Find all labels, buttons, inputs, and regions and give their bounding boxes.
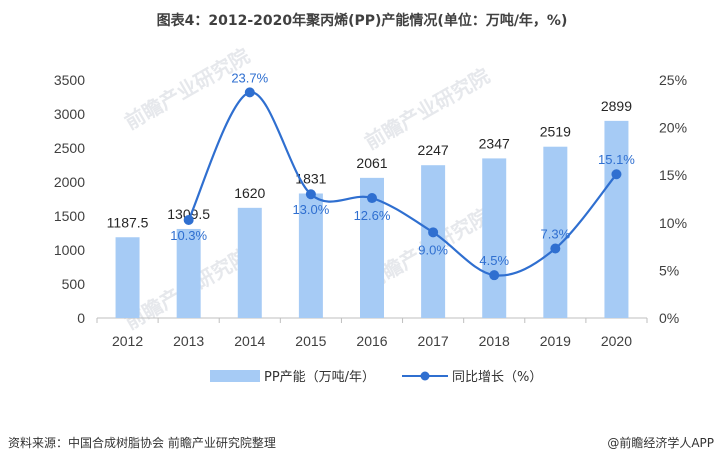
bar-data-label: 1187.5: [107, 214, 149, 230]
x-tick-label: 2012: [112, 333, 143, 349]
x-tick-label: 2014: [234, 333, 265, 349]
bar-data-label: 1620: [234, 185, 265, 201]
y-left-tick-label: 1000: [54, 242, 85, 258]
y-left-tick-label: 3500: [54, 72, 85, 88]
y-right-tick-label: 0%: [659, 310, 679, 326]
bar-data-label: 2061: [356, 155, 387, 171]
y-left-tick-label: 2500: [54, 140, 85, 156]
y-right-tick-label: 25%: [659, 72, 687, 88]
bar-data-label: 2347: [479, 135, 510, 151]
bar: [543, 146, 568, 318]
bars: [115, 120, 629, 318]
growth-data-label: 12.6%: [354, 208, 391, 223]
x-tick-label: 2016: [356, 333, 387, 349]
x-tick-label: 2013: [173, 333, 204, 349]
growth-point: [367, 193, 377, 204]
growth-point: [244, 87, 255, 98]
growth-point: [428, 227, 439, 238]
y-right-tick-label: 5%: [659, 262, 679, 278]
bar-data-label: 1309.5: [167, 206, 210, 222]
bar-data-label: 2519: [540, 124, 571, 140]
x-tick-label: 2019: [540, 333, 571, 349]
growth-point: [305, 189, 316, 200]
legend-bar-swatch: [210, 370, 260, 382]
watermark-text: 前瞻产业研究院: [361, 64, 494, 155]
footer-source: 资料来源：中国合成树脂协会 前瞻产业研究院整理: [8, 436, 276, 450]
x-tick-label: 2018: [479, 333, 510, 349]
line-layer: 10.3% 23.7% 13.0% 12.6% 9.0% 4.5% 7.3% 15.1%: [170, 70, 635, 281]
y-right-tick-label: 10%: [659, 215, 687, 231]
y-left-tick-label: 3000: [54, 106, 85, 122]
growth-data-label: 4.5%: [479, 253, 509, 268]
bar: [115, 237, 140, 318]
y-right-tick-label: 20%: [659, 120, 687, 136]
y-left-tick-label: 2000: [54, 174, 85, 190]
legend-line-label: 同比增长（%）: [452, 370, 542, 385]
growth-point: [550, 243, 561, 254]
growth-point: [611, 169, 622, 180]
y-right-tick-label: 15%: [659, 167, 687, 183]
growth-data-label: 23.7%: [231, 70, 268, 85]
growth-point: [489, 270, 500, 281]
legend-bar-label: PP产能（万吨/年）: [264, 370, 375, 385]
bar: [298, 193, 323, 318]
bar: [421, 165, 446, 318]
bar: [237, 207, 262, 318]
growth-data-label: 15.1%: [598, 152, 635, 167]
bar: [604, 120, 629, 318]
growth-data-label: 9.0%: [418, 242, 448, 257]
x-tick-label: 2020: [601, 333, 632, 349]
growth-point: [183, 214, 194, 225]
growth-data-label: 10.3%: [170, 228, 207, 243]
watermark-text: 前瞻产业研究院: [121, 44, 254, 135]
growth-data-label: 7.3%: [541, 227, 571, 242]
bar-data-label: 2899: [601, 98, 632, 114]
legend-line-marker: [420, 371, 430, 381]
footer-brand: @前瞻经济学人APP: [607, 436, 714, 450]
bar: [482, 158, 507, 318]
growth-data-label: 13.0%: [292, 202, 329, 217]
y-left-tick-label: 500: [62, 276, 86, 292]
chart-title: 图表4：2012-2020年聚丙烯(PP)产能情况(单位：万吨/年，%): [156, 13, 568, 29]
bar: [176, 228, 201, 318]
legend: PP产能（万吨/年） 同比增长（%）: [210, 370, 542, 385]
x-tick-label: 2017: [418, 333, 449, 349]
y-left-tick-label: 1500: [54, 208, 85, 224]
x-tick-label: 2015: [295, 333, 326, 349]
y-left-tick-label: 0: [77, 310, 85, 326]
bar-data-label: 2247: [418, 142, 449, 158]
